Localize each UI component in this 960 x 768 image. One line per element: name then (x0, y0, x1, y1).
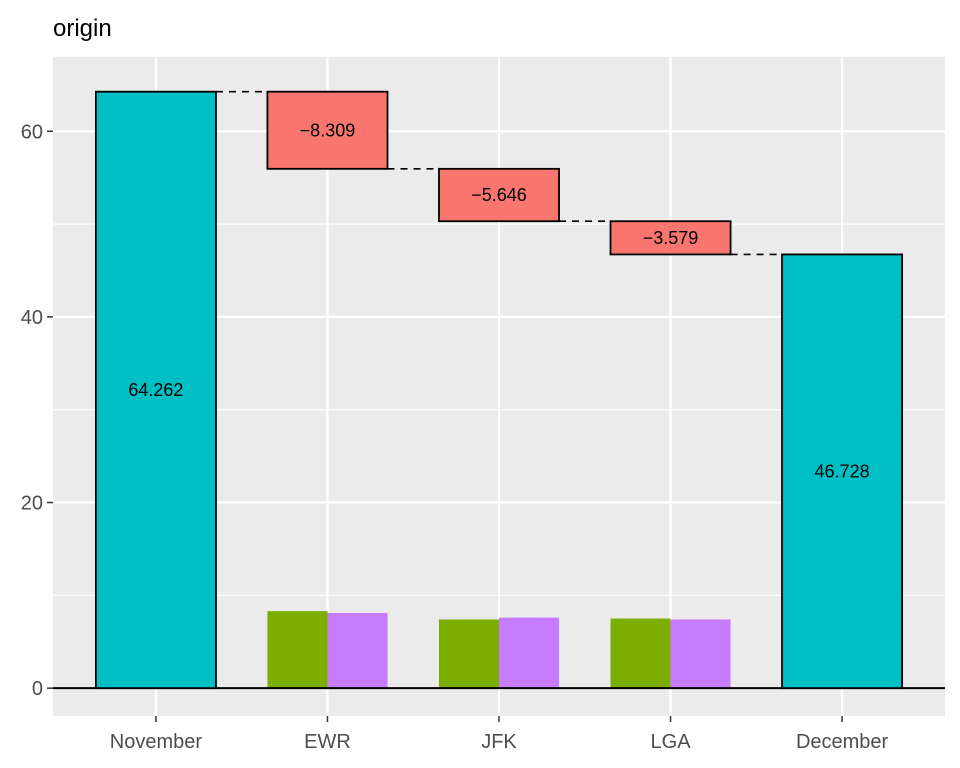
x-tick-label: EWR (304, 731, 351, 753)
x-tick-label: LGA (651, 731, 692, 753)
x-tick-label: JFK (481, 731, 517, 753)
total-bar-label: 64.262 (128, 380, 183, 400)
change-bar (609, 220, 732, 256)
axes: 0 20 40 60 November EWR JFK LGA December (21, 121, 889, 753)
series-bar (610, 618, 671, 689)
total-bar (94, 90, 217, 690)
change-bar-label: −3.579 (643, 228, 699, 248)
total-bar-label: 46.728 (815, 461, 870, 481)
change-bar (438, 167, 560, 223)
y-tick-label: 40 (21, 307, 43, 329)
series-bar (327, 612, 388, 689)
change-bar-label: −5.646 (471, 185, 527, 205)
chart-title: origin (53, 15, 112, 42)
bars (53, 90, 945, 690)
bar-labels: 64.262 46.728 −8.309 −5.646 −3.579 (128, 120, 869, 481)
y-tick-label: 20 (21, 493, 43, 515)
series-bar (499, 617, 560, 689)
change-bar (266, 90, 389, 170)
x-tick-label: December (796, 731, 889, 753)
change-bar-label: −8.309 (300, 120, 356, 140)
series-bar (670, 619, 731, 689)
series-bar (438, 619, 499, 689)
y-tick-label: 60 (21, 121, 43, 143)
total-bar (781, 253, 904, 690)
series-bar (267, 611, 328, 689)
x-tick-label: November (110, 731, 203, 753)
y-tick-label: 0 (32, 678, 43, 700)
